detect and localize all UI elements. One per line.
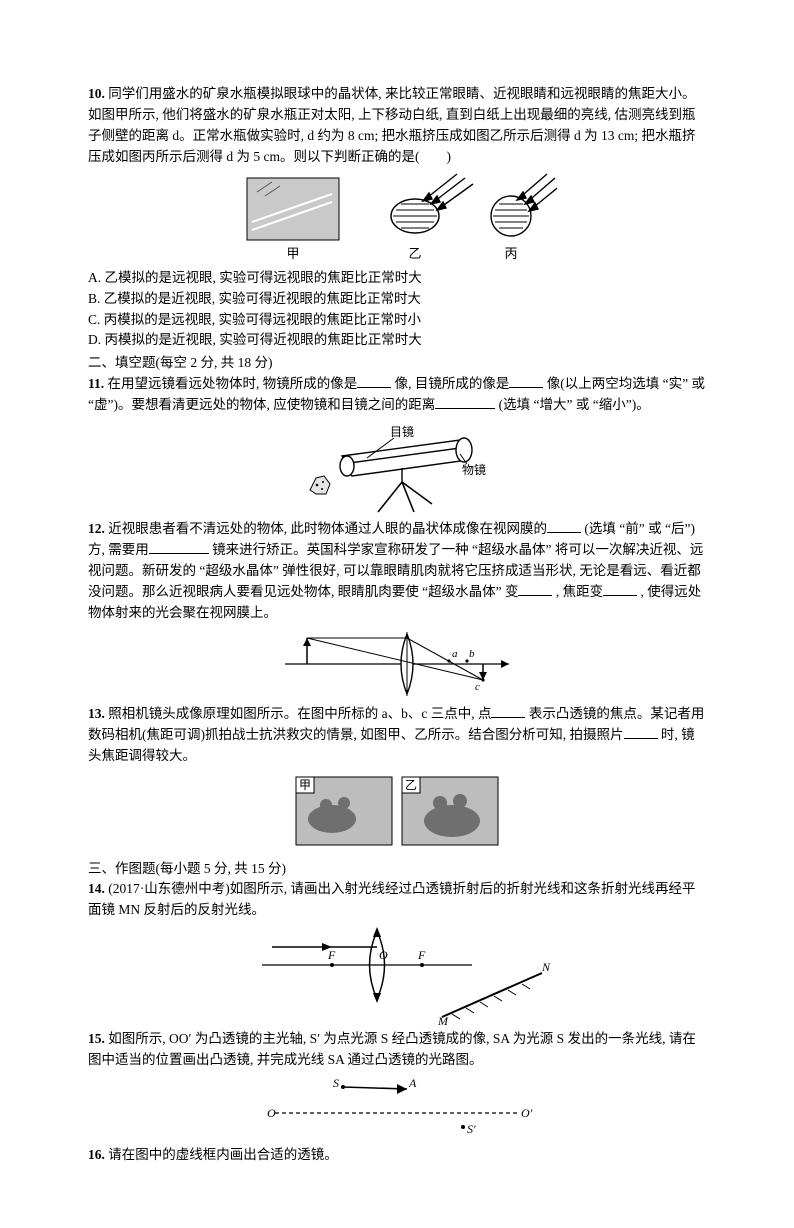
svg-text:乙: 乙 xyxy=(405,778,417,792)
svg-text:乙: 乙 xyxy=(408,246,421,261)
page: 10. 同学们用盛水的矿泉水瓶模拟眼球中的晶状体, 来比较正常眼睛、近视眼睛和远… xyxy=(0,0,794,1228)
q10-option-a: A. 乙模拟的是远视眼, 实验可得远视眼的焦距比正常时大 xyxy=(88,268,706,289)
question-13: 13. 照相机镜头成像原理如图所示。在图中所标的 a、b、c 三点中, 点 表示… xyxy=(88,704,706,767)
q16-text: 请在图中的虚线框内画出合适的透镜。 xyxy=(108,1147,338,1162)
q12-number: 12. xyxy=(88,521,105,536)
q10-option-b: B. 乙模拟的是近视眼, 实验可得近视眼的焦距比正常时大 xyxy=(88,289,706,310)
q13-text1: 照相机镜头成像原理如图所示。在图中所标的 a、b、c 三点中, 点 xyxy=(108,706,491,721)
svg-text:O: O xyxy=(267,1106,276,1120)
svg-text:S′: S′ xyxy=(467,1122,476,1136)
section-3-title: 三、作图题(每小题 5 分, 共 15 分) xyxy=(88,859,706,880)
q15-number: 15. xyxy=(88,1031,105,1046)
question-14: 14. (2017·山东德州中考)如图所示, 请画出入射光线经过凸透镜折射后的折… xyxy=(88,879,706,921)
q15-text: 如图所示, OO′ 为凸透镜的主光轴, S′ 为点光源 S 经凸透镜成的像, S… xyxy=(88,1031,696,1067)
q11-text2: 像, 目镜所成的像是 xyxy=(395,376,510,391)
question-11: 11. 在用望远镜看远处物体时, 物镜所成的像是 像, 目镜所成的像是 像(以上… xyxy=(88,374,706,416)
q12-text4: , 焦距变 xyxy=(556,584,603,599)
svg-text:c: c xyxy=(475,681,480,693)
svg-text:b: b xyxy=(469,648,475,660)
svg-text:O′: O′ xyxy=(521,1106,533,1120)
question-16: 16. 请在图中的虚线框内画出合适的透镜。 xyxy=(88,1145,706,1166)
q10-option-c: C. 丙模拟的是远视眼, 实验可得远视眼的焦距比正常时小 xyxy=(88,310,706,331)
q11-figure: 目镜 物镜 xyxy=(88,420,706,515)
q10-number: 10. xyxy=(88,86,105,101)
q16-number: 16. xyxy=(88,1147,105,1162)
question-12: 12. 近视眼患者看不清远处的物体, 此时物体通过人眼的晶状体成像在视网膜的 (… xyxy=(88,519,706,624)
q12-text1: 近视眼患者看不清远处的物体, 此时物体通过人眼的晶状体成像在视网膜的 xyxy=(108,521,547,536)
q13-photos: 甲 乙 xyxy=(88,771,706,855)
q14-text: (2017·山东德州中考)如图所示, 请画出入射光线经过凸透镜折射后的折射光线和… xyxy=(88,881,696,917)
svg-text:丙: 丙 xyxy=(504,246,517,261)
q13-number: 13. xyxy=(88,706,105,721)
q10-text: 同学们用盛水的矿泉水瓶模拟眼球中的晶状体, 来比较正常眼睛、近视眼睛和远视眼睛的… xyxy=(88,86,696,164)
question-10: 10. 同学们用盛水的矿泉水瓶模拟眼球中的晶状体, 来比较正常眼睛、近视眼睛和远… xyxy=(88,84,706,168)
svg-text:M: M xyxy=(437,1014,449,1025)
svg-text:O: O xyxy=(379,948,388,962)
section-2-title: 二、填空题(每空 2 分, 共 18 分) xyxy=(88,353,706,374)
svg-text:物镜: 物镜 xyxy=(462,462,486,477)
svg-text:F: F xyxy=(417,948,426,962)
svg-text:目镜: 目镜 xyxy=(390,424,414,439)
q11-number: 11. xyxy=(88,376,104,391)
svg-text:a: a xyxy=(452,648,458,660)
q10-option-d: D. 丙模拟的是近视眼, 实验可得近视眼的焦距比正常时大 xyxy=(88,330,706,351)
q14-number: 14. xyxy=(88,881,105,896)
q15-figure: O O′ S A S′ xyxy=(88,1075,706,1141)
q11-text1: 在用望远镜看远处物体时, 物镜所成的像是 xyxy=(108,376,358,391)
q13-lens-figure: a b c xyxy=(88,628,706,700)
q14-figure: F F O M N xyxy=(88,925,706,1025)
question-15: 15. 如图所示, OO′ 为凸透镜的主光轴, S′ 为点光源 S 经凸透镜成的… xyxy=(88,1029,706,1071)
svg-text:F: F xyxy=(327,948,336,962)
svg-text:S: S xyxy=(333,1076,339,1090)
svg-text:甲: 甲 xyxy=(286,246,299,261)
svg-text:A: A xyxy=(408,1076,417,1090)
q10-figure: 甲 乙 xyxy=(88,172,706,264)
svg-text:N: N xyxy=(541,960,551,974)
q11-text4: (选填 “增大” 或 “缩小”)。 xyxy=(499,397,650,412)
svg-text:甲: 甲 xyxy=(299,778,311,792)
